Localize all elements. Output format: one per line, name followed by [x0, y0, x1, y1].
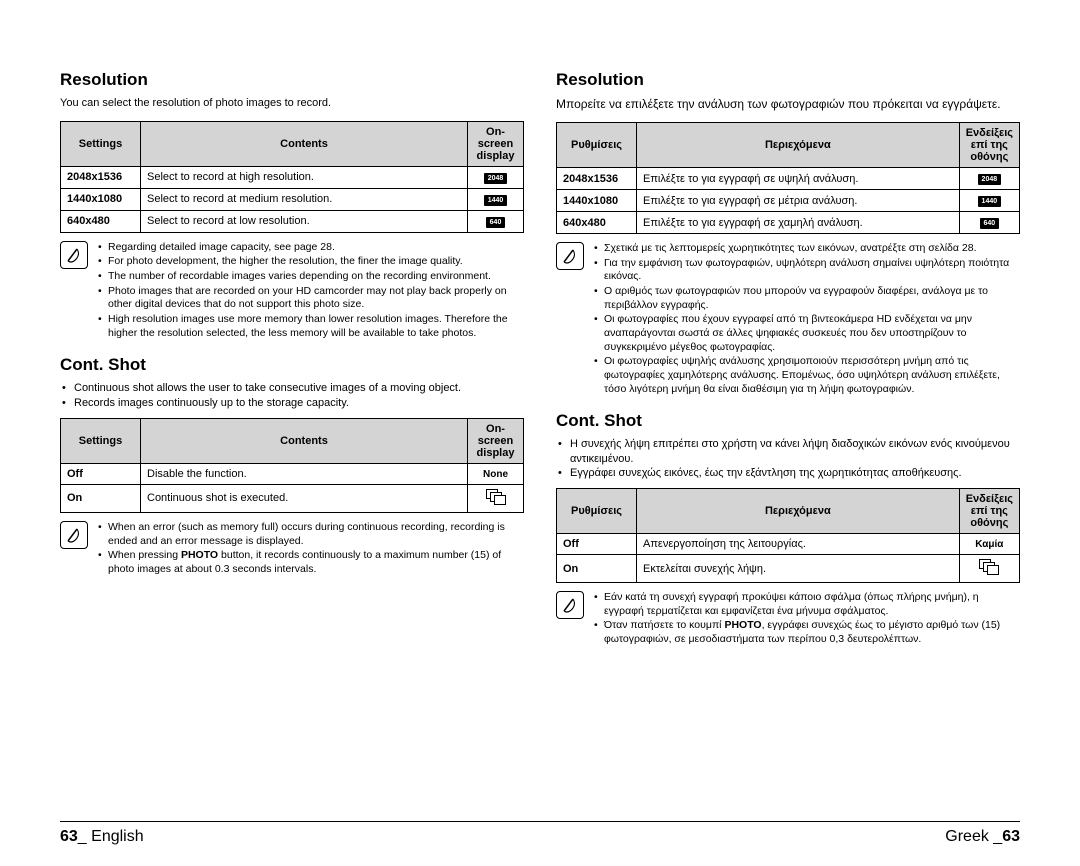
note-item: Photo images that are recorded on your H…	[96, 285, 524, 312]
contshot-heading: Cont. Shot	[60, 355, 524, 375]
resolution-heading: Resolution	[60, 70, 524, 90]
table-row: On Continuous shot is executed.	[61, 484, 524, 512]
note-list: When an error (such as memory full) occu…	[96, 521, 524, 578]
footer-left: 63_ English	[60, 828, 144, 846]
note-item: Όταν πατήσετε το κουμπί PHOTO, εγγράφει …	[592, 619, 1020, 646]
th-settings: Settings	[61, 418, 141, 463]
osd-icon: 1440	[978, 196, 1002, 207]
osd-icon: 640	[980, 218, 1000, 229]
osd-none: Καμία	[975, 539, 1003, 550]
osd-icon: 2048	[484, 173, 508, 184]
resolution-section-en: Resolution You can select the resolution…	[60, 70, 524, 355]
note-icon	[556, 591, 584, 619]
note-item: High resolution images use more memory t…	[96, 313, 524, 340]
note-item: Σχετικά με τις λεπτομερείς χωρητικότητες…	[592, 242, 1020, 256]
note-list: Regarding detailed image capacity, see p…	[96, 241, 524, 341]
footer-lang: English	[91, 828, 143, 845]
note-block: Regarding detailed image capacity, see p…	[60, 241, 524, 341]
contshot-section-el: Cont. Shot Η συνεχής λήψη επιτρέπει στο …	[556, 411, 1020, 661]
note-icon	[556, 242, 584, 270]
footer-lang: Greek	[945, 828, 993, 845]
manual-page: Resolution You can select the resolution…	[0, 0, 1080, 866]
left-column: Resolution You can select the resolution…	[60, 70, 524, 836]
note-list: Εάν κατά τη συνεχή εγγραφή προκύψει κάπο…	[592, 591, 1020, 648]
note-block: Σχετικά με τις λεπτομερείς χωρητικότητες…	[556, 242, 1020, 397]
table-row: Off Disable the function. None	[61, 463, 524, 484]
note-item: When pressing PHOTO button, it records c…	[96, 549, 524, 576]
contshot-heading: Cont. Shot	[556, 411, 1020, 431]
contshot-table-el: Ρυθμίσεις Περιεχόμενα Ενδείξεις επί της …	[556, 488, 1020, 583]
intro-item: Records images continuously up to the st…	[60, 396, 524, 410]
table-row: 1440x1080 Select to record at medium res…	[61, 188, 524, 210]
th-contents: Περιεχόμενα	[637, 489, 960, 534]
note-item: Για την εμφάνιση των φωτογραφιών, υψηλότ…	[592, 257, 1020, 284]
resolution-heading: Resolution	[556, 70, 1020, 90]
th-settings: Settings	[61, 121, 141, 166]
intro-item: Η συνεχής λήψη επιτρέπει στο χρήστη να κ…	[556, 437, 1020, 466]
resolution-intro: You can select the resolution of photo i…	[60, 96, 524, 111]
note-item: Οι φωτογραφίες που έχουν εγγραφεί από τη…	[592, 313, 1020, 354]
note-item: The number of recordable images varies d…	[96, 270, 524, 284]
table-row: Off Απενεργοποίηση της λειτουργίας. Καμί…	[557, 534, 1020, 555]
page-number: 63	[1002, 828, 1020, 845]
intro-item: Continuous shot allows the user to take …	[60, 381, 524, 395]
note-block: Εάν κατά τη συνεχή εγγραφή προκύψει κάπο…	[556, 591, 1020, 648]
osd-icon: 2048	[978, 174, 1002, 185]
page-number: 63	[60, 828, 78, 845]
table-row: 2048x1536 Επιλέξτε το για εγγραφή σε υψη…	[557, 168, 1020, 190]
th-contents: Περιεχόμενα	[637, 123, 960, 168]
contshot-section-en: Cont. Shot Continuous shot allows the us…	[60, 355, 524, 591]
note-list: Σχετικά με τις λεπτομερείς χωρητικότητες…	[592, 242, 1020, 397]
resolution-intro: Μπορείτε να επιλέξετε την ανάλυση των φω…	[556, 96, 1020, 112]
footer-right: Greek _63	[945, 828, 1020, 846]
th-osd: On-screen display	[468, 418, 524, 463]
page-footer: 63_ English Greek _63	[60, 821, 1020, 846]
table-row: 1440x1080 Επιλέξτε το για εγγραφή σε μέτ…	[557, 190, 1020, 212]
osd-icon: 640	[486, 217, 506, 228]
th-settings: Ρυθμίσεις	[557, 123, 637, 168]
th-osd: Ενδείξεις επί της οθόνης	[959, 123, 1019, 168]
note-item: Εάν κατά τη συνεχή εγγραφή προκύψει κάπο…	[592, 591, 1020, 618]
resolution-section-el: Resolution Μπορείτε να επιλέξετε την ανά…	[556, 70, 1020, 411]
continuous-shot-icon	[486, 489, 506, 505]
note-item: Ο αριθμός των φωτογραφιών που μπορούν να…	[592, 285, 1020, 312]
contshot-intro: Η συνεχής λήψη επιτρέπει στο χρήστη να κ…	[556, 437, 1020, 480]
note-icon	[60, 241, 88, 269]
note-icon	[60, 521, 88, 549]
resolution-table-en: Settings Contents On-screen display 2048…	[60, 121, 524, 233]
contshot-table-en: Settings Contents On-screen display Off …	[60, 418, 524, 513]
intro-item: Εγγράφει συνεχώς εικόνες, έως την εξάντλ…	[556, 466, 1020, 480]
osd-none: None	[483, 469, 508, 480]
table-row: 640x480 Select to record at low resoluti…	[61, 210, 524, 232]
th-osd: On-screen display	[468, 121, 524, 166]
th-contents: Contents	[141, 418, 468, 463]
table-row: 2048x1536 Select to record at high resol…	[61, 166, 524, 188]
continuous-shot-icon	[979, 559, 999, 575]
table-row: On Εκτελείται συνεχής λήψη.	[557, 555, 1020, 583]
note-item: When an error (such as memory full) occu…	[96, 521, 524, 548]
note-block: When an error (such as memory full) occu…	[60, 521, 524, 578]
th-contents: Contents	[141, 121, 468, 166]
resolution-table-el: Ρυθμίσεις Περιεχόμενα Ενδείξεις επί της …	[556, 122, 1020, 234]
table-row: 640x480 Επιλέξτε το για εγγραφή σε χαμηλ…	[557, 212, 1020, 234]
note-item: For photo development, the higher the re…	[96, 255, 524, 269]
right-column: Resolution Μπορείτε να επιλέξετε την ανά…	[556, 70, 1020, 836]
th-osd: Ενδείξεις επί της οθόνης	[959, 489, 1019, 534]
contshot-intro: Continuous shot allows the user to take …	[60, 381, 524, 410]
note-item: Οι φωτογραφίες υψηλής ανάλυσης χρησιμοπο…	[592, 355, 1020, 396]
note-item: Regarding detailed image capacity, see p…	[96, 241, 524, 255]
th-settings: Ρυθμίσεις	[557, 489, 637, 534]
osd-icon: 1440	[484, 195, 508, 206]
